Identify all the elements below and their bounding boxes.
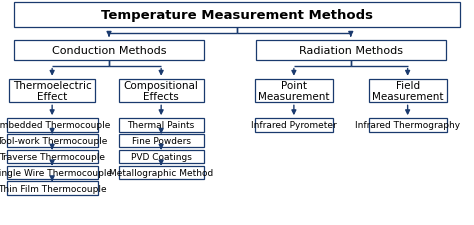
Text: Single Wire Thermocouple: Single Wire Thermocouple (0, 168, 112, 177)
FancyBboxPatch shape (9, 79, 95, 103)
FancyBboxPatch shape (368, 119, 447, 132)
Text: Infrared Thermography: Infrared Thermography (355, 121, 460, 130)
Text: Fine Powders: Fine Powders (132, 137, 191, 146)
Text: Point
Measurement: Point Measurement (258, 80, 329, 102)
FancyBboxPatch shape (14, 40, 204, 61)
FancyBboxPatch shape (118, 166, 204, 179)
Text: PVD Coatings: PVD Coatings (131, 152, 191, 161)
FancyBboxPatch shape (118, 79, 204, 103)
Text: Radiation Methods: Radiation Methods (299, 46, 403, 56)
FancyBboxPatch shape (255, 79, 333, 103)
FancyBboxPatch shape (256, 40, 446, 61)
FancyBboxPatch shape (7, 134, 98, 148)
FancyBboxPatch shape (7, 119, 98, 132)
Text: Thermal Paints: Thermal Paints (128, 121, 195, 130)
Text: Infrared Pyrometer: Infrared Pyrometer (251, 121, 337, 130)
Text: Traverse Thermocouple: Traverse Thermocouple (0, 152, 105, 161)
FancyBboxPatch shape (255, 119, 333, 132)
FancyBboxPatch shape (118, 150, 204, 164)
FancyBboxPatch shape (368, 79, 447, 103)
FancyBboxPatch shape (7, 150, 98, 164)
FancyBboxPatch shape (14, 3, 460, 28)
Text: Field
Measurement: Field Measurement (372, 80, 443, 102)
Text: Temperature Measurement Methods: Temperature Measurement Methods (101, 9, 373, 22)
Text: Metallographic Method: Metallographic Method (109, 168, 213, 177)
FancyBboxPatch shape (7, 182, 98, 195)
FancyBboxPatch shape (118, 134, 204, 148)
FancyBboxPatch shape (7, 166, 98, 179)
Text: Thermoelectric
Effect: Thermoelectric Effect (13, 80, 91, 102)
Text: Tool-work Thermocouple: Tool-work Thermocouple (0, 137, 107, 146)
Text: Thin Film Thermocouple: Thin Film Thermocouple (0, 184, 107, 193)
Text: Embedded Thermocouple: Embedded Thermocouple (0, 121, 110, 130)
FancyBboxPatch shape (118, 119, 204, 132)
Text: Compositional
Effects: Compositional Effects (124, 80, 199, 102)
Text: Conduction Methods: Conduction Methods (52, 46, 166, 56)
